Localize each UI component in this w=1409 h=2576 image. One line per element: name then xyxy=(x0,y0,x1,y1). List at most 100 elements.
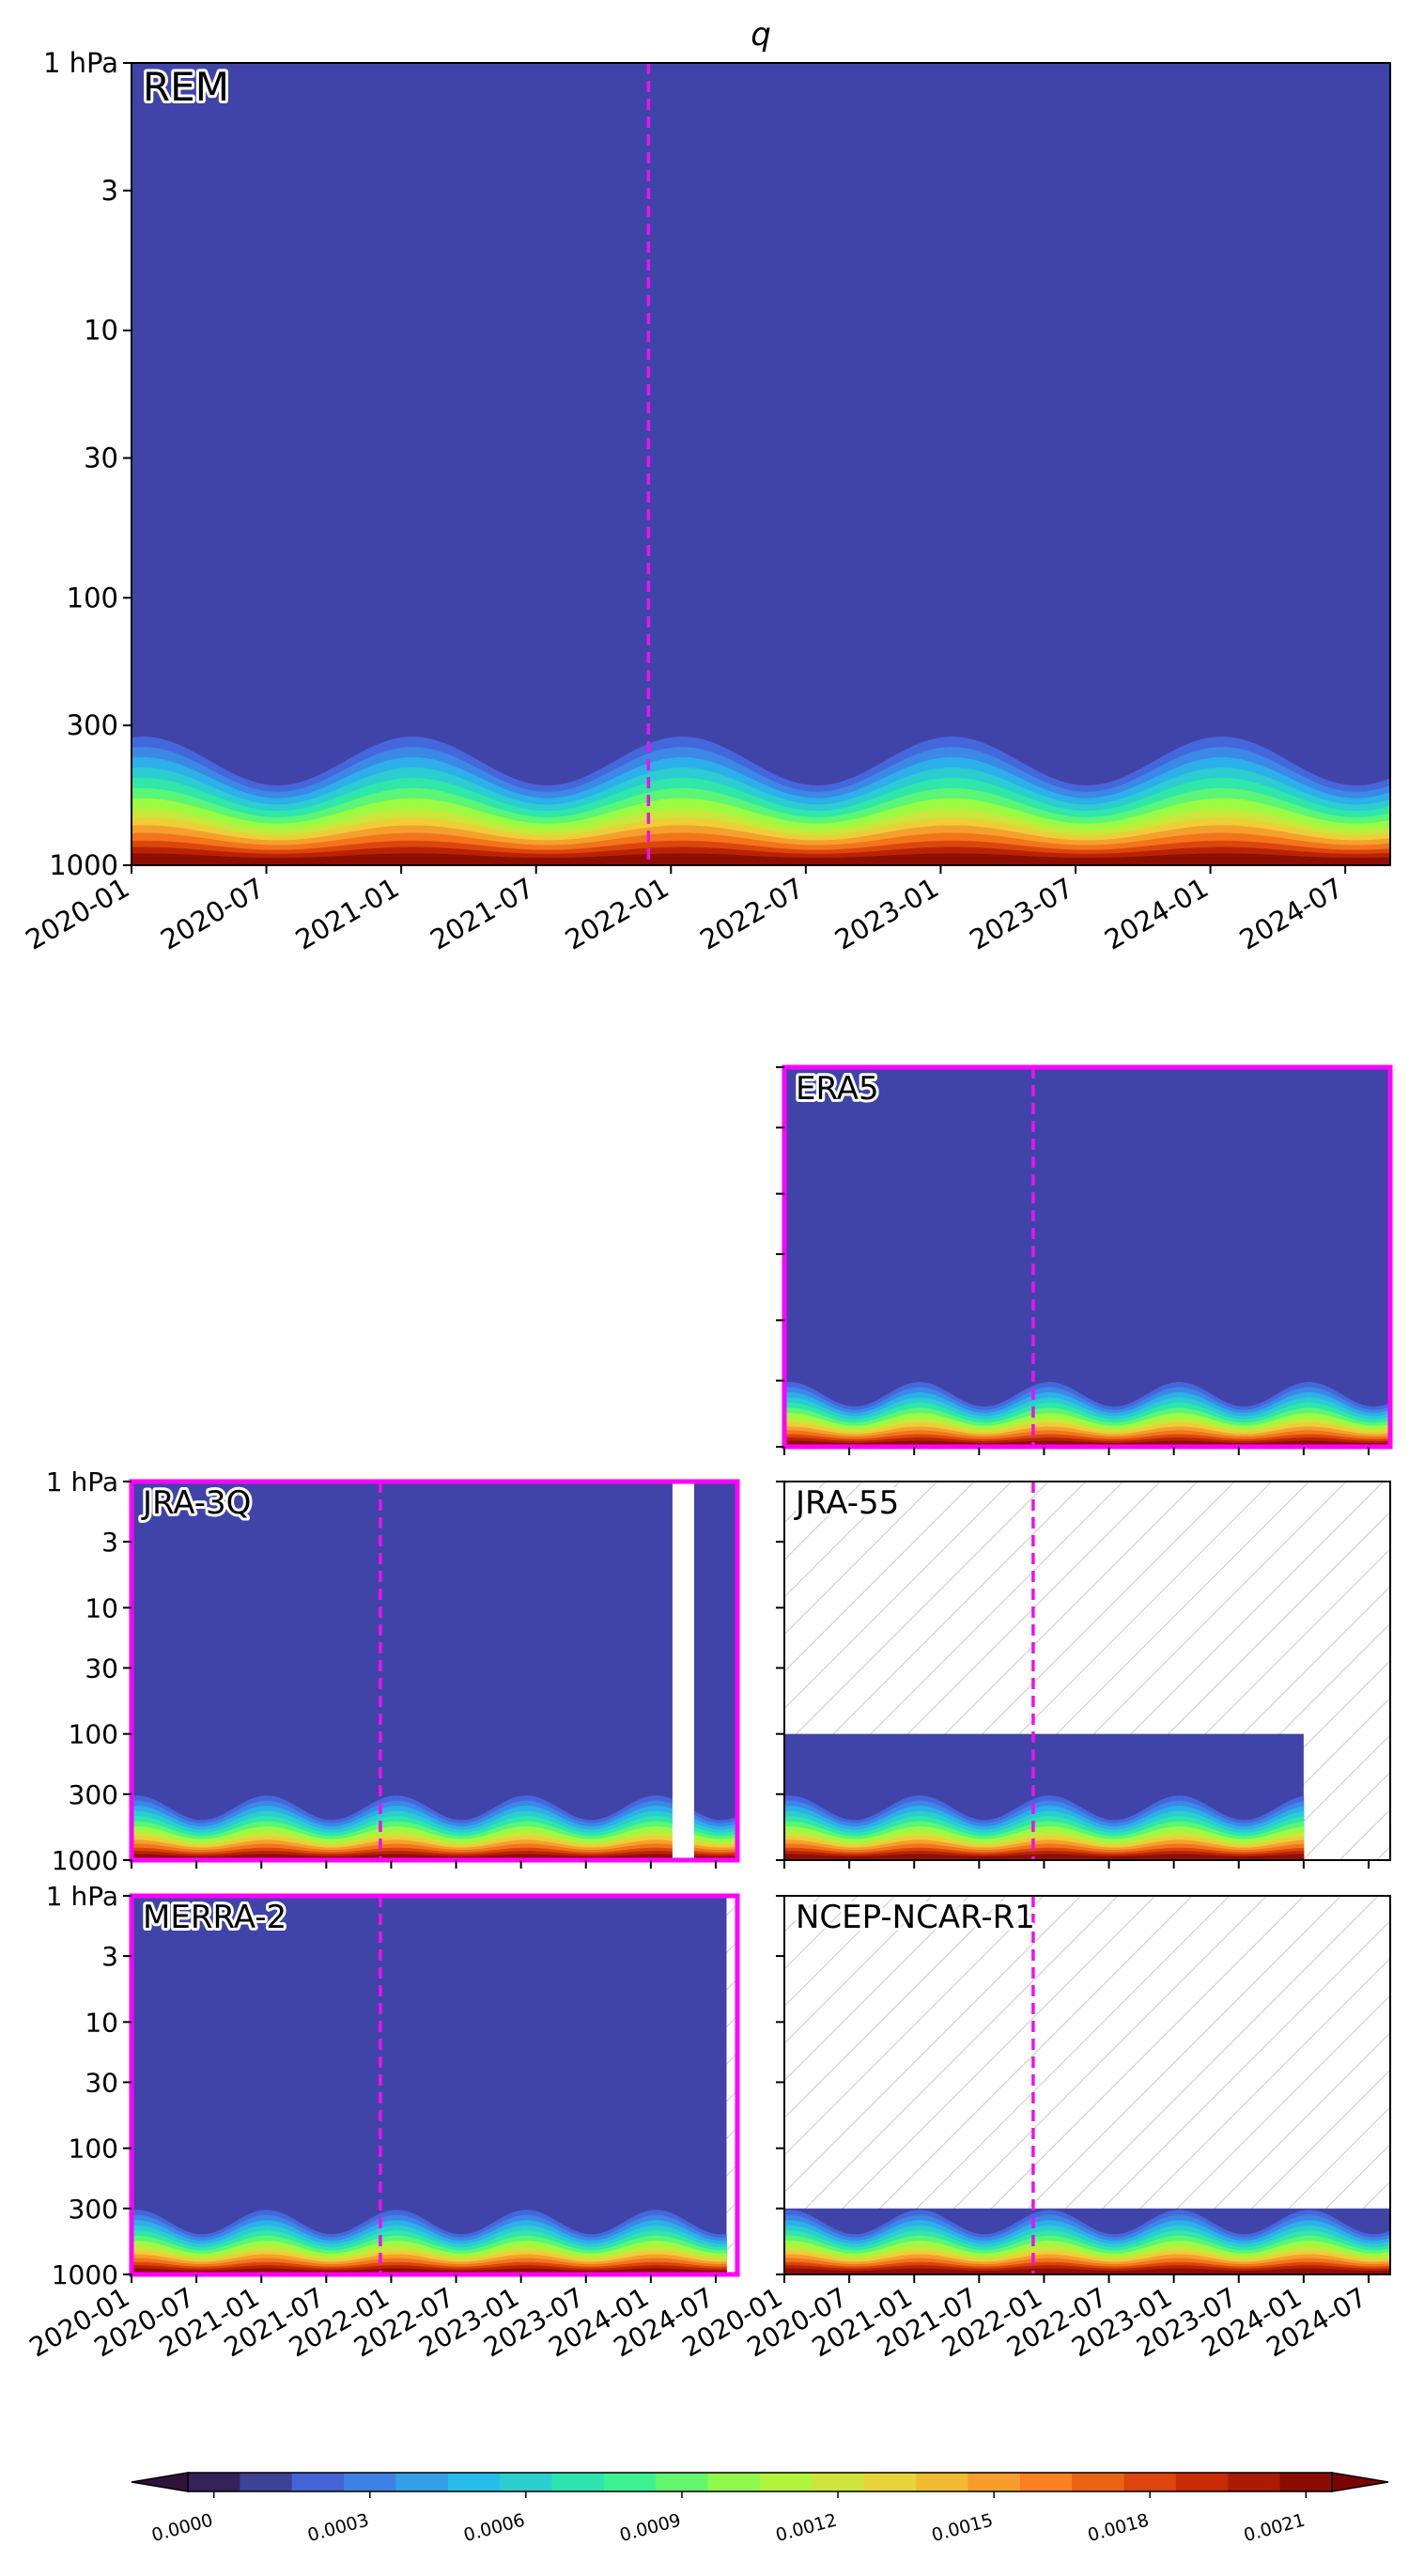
colorbar-tick-label: 0.0009 xyxy=(617,2510,683,2546)
y-tick-label: 1 hPa xyxy=(46,1466,118,1497)
colorbar: 0.0000 0.0003 0.0006 0.0009 0.0012 0.0015 0.00… xyxy=(131,2472,1389,2546)
data-field xyxy=(784,1067,1390,1447)
colorbar-tick-label: 0.0000 xyxy=(149,2510,215,2546)
colorbar-segment xyxy=(500,2473,553,2491)
colorbar-segment xyxy=(968,2473,1021,2491)
x-tick-label: 2024-01 xyxy=(1099,872,1214,956)
x-tick-label: 2021-01 xyxy=(290,872,405,956)
panel-label: JRA-3Q xyxy=(141,1484,251,1522)
moisture-band xyxy=(784,2268,1390,2274)
field-base xyxy=(132,1482,737,1860)
colorbar-tick-label: 0.0012 xyxy=(773,2510,839,2546)
y-tick-label: 1000 xyxy=(49,849,118,881)
y-tick-label: 300 xyxy=(69,1779,118,1810)
y-tick-label: 300 xyxy=(67,709,118,741)
x-tick-label: 2022-07 xyxy=(694,872,809,956)
y-tick-label: 30 xyxy=(84,442,118,473)
y-tick-label: 100 xyxy=(69,2134,118,2165)
panel-era5: ERA5 xyxy=(776,1064,1393,1455)
colorbar-segment xyxy=(1228,2473,1281,2491)
panel-jra-55: JRA-55 xyxy=(776,1481,1391,1869)
plot-area xyxy=(784,1067,1390,1447)
y-tick-label: 100 xyxy=(69,1719,118,1750)
colorbar-extend-high xyxy=(1331,2472,1389,2492)
colorbar-segment xyxy=(707,2473,761,2491)
panel-jra-3q: 1 hPa 3 10 30 100 300 1000 JRA-3Q xyxy=(46,1466,740,1876)
highlight-frame xyxy=(129,1479,740,1863)
y-tick-label: 1 hPa xyxy=(46,1881,118,1912)
colorbar-frame xyxy=(187,2472,1333,2492)
colorbar-segment xyxy=(188,2473,240,2491)
colorbar-segment xyxy=(656,2473,709,2491)
data-field xyxy=(132,63,1390,865)
x-tick-label: 2023-07 xyxy=(965,872,1079,956)
colorbar-segment xyxy=(447,2473,501,2491)
plot-area xyxy=(132,1896,737,2274)
colorbar-segment xyxy=(1279,2473,1333,2491)
plot-area xyxy=(132,1482,737,1860)
highlight-frame xyxy=(129,1893,740,2277)
x-tick-label: 2024-07 xyxy=(1234,872,1349,956)
colorbar-segment xyxy=(551,2473,605,2491)
panel-label: REM xyxy=(143,64,229,110)
colorbar-segment xyxy=(760,2473,813,2491)
colorbar-segment xyxy=(291,2473,345,2491)
colorbar-segment xyxy=(603,2473,657,2491)
moisture-band xyxy=(132,853,1390,865)
colorbar-segment xyxy=(1019,2473,1073,2491)
colorbar-segment xyxy=(344,2473,397,2491)
y-tick-label: 300 xyxy=(69,2194,118,2225)
data-field xyxy=(784,1733,1305,1860)
panel-ncep-ncar-r1: 2020-012020-072021-012021-072022-012022-… xyxy=(677,1895,1391,2364)
panel-label: MERRA-2 xyxy=(143,1899,286,1936)
colorbar-tick-label: 0.0021 xyxy=(1242,2510,1308,2546)
colorbar-extend-low xyxy=(131,2472,189,2492)
colorbar-segment xyxy=(863,2473,917,2491)
y-tick-label: 3 xyxy=(101,175,118,207)
y-tick-label: 1000 xyxy=(52,1845,118,1876)
axes-frame xyxy=(783,1481,1391,1861)
x-tick-label: 2020-01 xyxy=(21,872,135,956)
y-tick-label: 10 xyxy=(84,315,118,347)
panel-merra-2: 1 hPa3103010030010002020-012020-072021-0… xyxy=(24,1881,740,2364)
colorbar-segment xyxy=(1175,2473,1229,2491)
highlight-frame xyxy=(782,1064,1393,1450)
x-tick-label: 2023-01 xyxy=(829,872,944,956)
y-tick-label: 10 xyxy=(85,2007,118,2038)
field-base xyxy=(784,1067,1390,1447)
y-tick-label: 30 xyxy=(85,1653,118,1684)
x-tick-label: 2020-07 xyxy=(155,872,270,956)
plot-area xyxy=(784,1482,1390,1860)
axes-frame xyxy=(131,62,1391,866)
data-gap xyxy=(672,1482,694,1860)
plot-area xyxy=(784,1896,1390,2274)
y-tick-label: 1 hPa xyxy=(43,47,118,79)
colorbar-tick-label: 0.0018 xyxy=(1086,2510,1152,2546)
y-tick-label: 1000 xyxy=(52,2259,118,2290)
colorbar-segment xyxy=(395,2473,449,2491)
field-base xyxy=(132,1896,727,2274)
panel-label: NCEP-NCAR-R1 xyxy=(796,1899,1035,1936)
moisture-band xyxy=(784,1854,1305,1860)
field-base xyxy=(132,63,1390,865)
colorbar-segment xyxy=(812,2473,865,2491)
panel-label: ERA5 xyxy=(796,1070,879,1108)
data-field xyxy=(132,1896,727,2274)
colorbar-segment xyxy=(240,2473,293,2491)
plot-area xyxy=(132,63,1390,865)
colorbar-segment xyxy=(916,2473,969,2491)
data-field xyxy=(132,1482,737,1860)
colorbar-tick-label: 0.0006 xyxy=(461,2510,527,2546)
colorbar-segment xyxy=(1072,2473,1125,2491)
y-tick-label: 3 xyxy=(101,1941,118,1972)
colorbar-tick-label: 0.0015 xyxy=(930,2510,996,2546)
x-tick-label: 2022-01 xyxy=(560,872,674,956)
colorbar-tick-label: 0.0003 xyxy=(305,2510,371,2546)
axes-frame xyxy=(783,1895,1391,2275)
x-tick-label: 2021-07 xyxy=(425,872,539,956)
panel-label: JRA-55 xyxy=(794,1484,899,1522)
y-tick-label: 10 xyxy=(85,1592,118,1623)
